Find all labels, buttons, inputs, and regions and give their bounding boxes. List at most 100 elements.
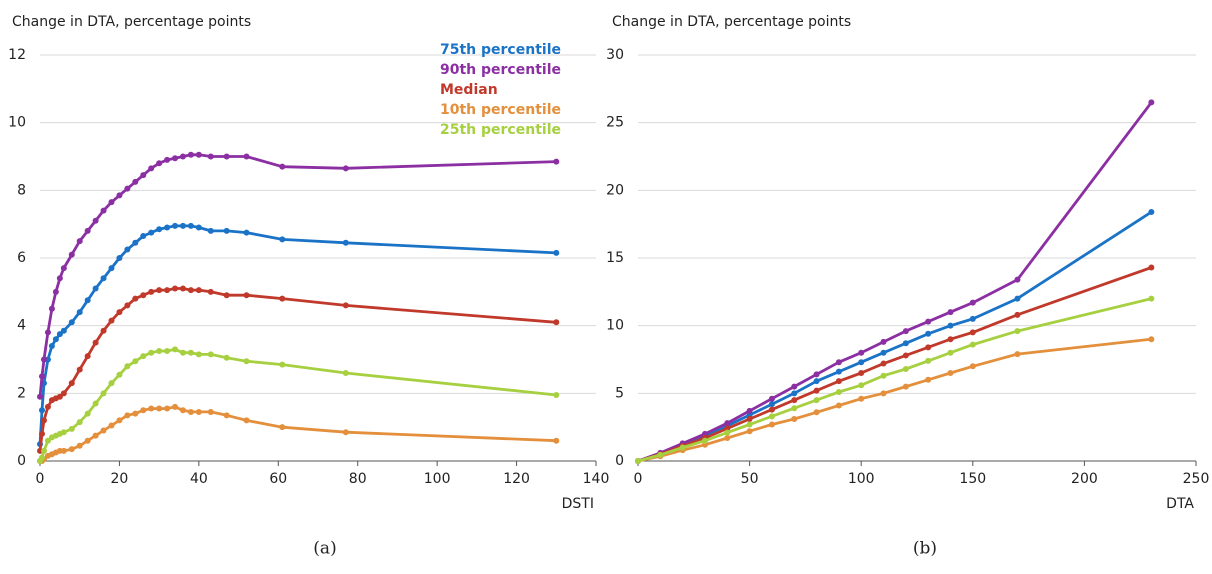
point-marker [947, 309, 954, 316]
point-marker [60, 447, 67, 454]
point-marker [164, 287, 171, 294]
point-marker [925, 330, 932, 337]
x-tick-label: 40 [190, 471, 208, 487]
y-axis-label: Change in DTA, percentage points [12, 14, 251, 30]
point-marker [835, 388, 842, 395]
point-marker [243, 292, 250, 299]
point-marker [92, 432, 99, 439]
point-marker [108, 265, 115, 272]
point-marker [44, 403, 51, 410]
point-marker [880, 390, 887, 397]
point-marker [835, 378, 842, 385]
point-marker [52, 336, 59, 343]
point-marker [68, 251, 75, 258]
point-marker [1148, 264, 1155, 271]
x-tick-label: 20 [111, 471, 129, 487]
series-line [637, 101, 1153, 463]
point-marker [342, 165, 349, 172]
point-marker [179, 407, 186, 414]
point-marker [791, 416, 798, 423]
point-marker [164, 348, 171, 355]
point-marker [172, 155, 179, 162]
point-marker [124, 246, 131, 253]
point-marker [92, 400, 99, 407]
point-marker [1014, 311, 1021, 318]
point-marker [925, 357, 932, 364]
point-marker [38, 407, 45, 414]
point-marker [100, 207, 107, 214]
point-marker [207, 408, 214, 415]
point-marker [947, 322, 954, 329]
point-marker [1014, 328, 1021, 335]
point-marker [195, 408, 202, 415]
point-marker [880, 360, 887, 367]
point-marker [207, 153, 214, 160]
point-marker [132, 178, 139, 185]
y-tick-label: 2 [17, 385, 26, 401]
point-marker [140, 172, 147, 179]
point-marker [858, 370, 865, 377]
point-marker [56, 393, 63, 400]
point-marker [1148, 295, 1155, 302]
legend-entry: 90th percentile [440, 62, 561, 78]
point-marker [813, 397, 820, 404]
point-marker [76, 366, 83, 373]
point-marker [553, 319, 560, 326]
x-tick-label: 0 [634, 471, 643, 487]
point-marker [156, 287, 163, 294]
legend-entry: 75th percentile [440, 42, 561, 58]
point-marker [164, 156, 171, 163]
point-marker [148, 229, 155, 236]
series-line [38, 153, 557, 397]
point-marker [92, 285, 99, 292]
point-marker [746, 428, 753, 435]
point-marker [223, 412, 230, 419]
point-marker [1148, 336, 1155, 343]
point-marker [76, 309, 83, 316]
point-marker [791, 397, 798, 404]
series-line [38, 348, 557, 462]
point-marker [116, 309, 123, 316]
point-marker [243, 153, 250, 160]
point-marker [679, 444, 686, 451]
point-marker [40, 417, 47, 424]
point-marker [187, 151, 194, 158]
series-line [637, 297, 1152, 463]
point-marker [969, 329, 976, 336]
point-marker [172, 285, 179, 292]
point-marker [187, 287, 194, 294]
point-marker [223, 153, 230, 160]
point-marker [342, 239, 349, 246]
point-marker [44, 437, 51, 444]
x-tick-label: 100 [848, 471, 875, 487]
point-marker [195, 151, 202, 158]
point-marker [279, 236, 286, 243]
point-marker [60, 390, 67, 397]
point-marker [969, 315, 976, 322]
point-marker [724, 434, 731, 441]
point-marker [553, 249, 560, 256]
point-marker [172, 403, 179, 410]
point-marker [835, 368, 842, 375]
point-marker [902, 352, 909, 359]
x-tick-label: 50 [741, 471, 759, 487]
point-marker [553, 392, 560, 399]
point-marker [791, 383, 798, 390]
point-marker [724, 429, 731, 436]
point-marker [132, 239, 139, 246]
x-axis-label: DSTI [562, 496, 594, 512]
point-marker [724, 420, 731, 427]
point-marker [92, 217, 99, 224]
point-marker [207, 227, 214, 234]
point-marker [925, 376, 932, 383]
point-marker [1148, 208, 1155, 215]
y-tick-label: 30 [606, 47, 624, 63]
point-marker [56, 331, 63, 338]
x-tick-label: 0 [36, 471, 45, 487]
y-tick-label: 12 [8, 47, 26, 63]
point-marker [132, 358, 139, 365]
point-marker [60, 429, 67, 436]
point-marker [56, 275, 63, 282]
point-marker [100, 427, 107, 434]
point-marker [116, 371, 123, 378]
